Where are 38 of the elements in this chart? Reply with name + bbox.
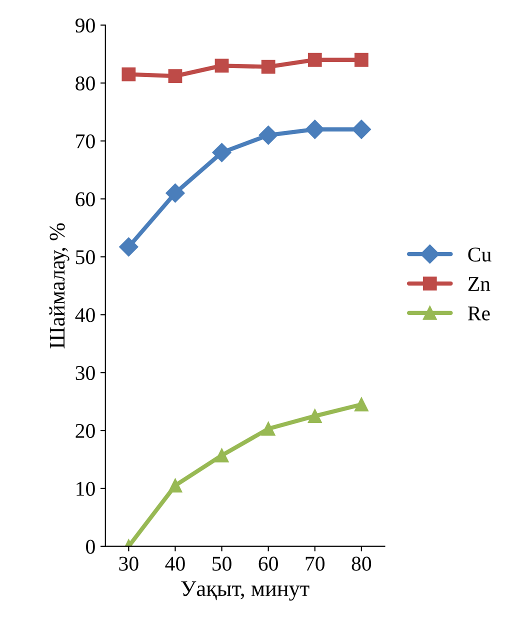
x-tick-label: 60 <box>258 556 278 571</box>
point <box>214 448 229 462</box>
x-tick-label: 80 <box>352 556 372 571</box>
x-axis-title: Уақыт, минут <box>181 581 310 601</box>
point <box>354 398 368 412</box>
legend-label: Re <box>468 306 490 320</box>
x-tick-label: 50 <box>212 556 232 571</box>
x-tick-label: 70 <box>306 556 325 571</box>
point <box>305 120 324 139</box>
point <box>308 409 322 423</box>
point <box>168 69 182 84</box>
y-tick-label: 50 <box>76 250 95 264</box>
point <box>122 67 136 82</box>
point <box>119 237 138 256</box>
y-tick-label: 70 <box>76 134 95 148</box>
x-tick-label: 40 <box>165 556 185 571</box>
y-tick-label: 60 <box>76 192 95 206</box>
point <box>352 120 371 139</box>
x-tick-label: 30 <box>119 556 138 571</box>
point <box>212 143 232 162</box>
y-axis-title: Шаймалау, % <box>49 223 70 348</box>
point <box>308 52 322 67</box>
y-tick-label: 30 <box>76 366 95 380</box>
point <box>354 52 368 67</box>
point <box>166 184 185 203</box>
point <box>261 422 276 436</box>
y-tick-label: 0 <box>86 540 95 554</box>
y-tick-label: 80 <box>76 76 95 90</box>
y-tick-label: 90 <box>76 18 95 33</box>
point <box>261 60 276 74</box>
y-tick-label: 40 <box>75 308 95 322</box>
point <box>258 126 278 145</box>
y-tick-label: 10 <box>76 482 95 496</box>
legend-label: Zn <box>468 277 490 291</box>
legend-label: Cu <box>468 248 492 262</box>
y-tick-label: 20 <box>76 424 95 438</box>
point <box>214 58 229 73</box>
point <box>168 478 182 492</box>
